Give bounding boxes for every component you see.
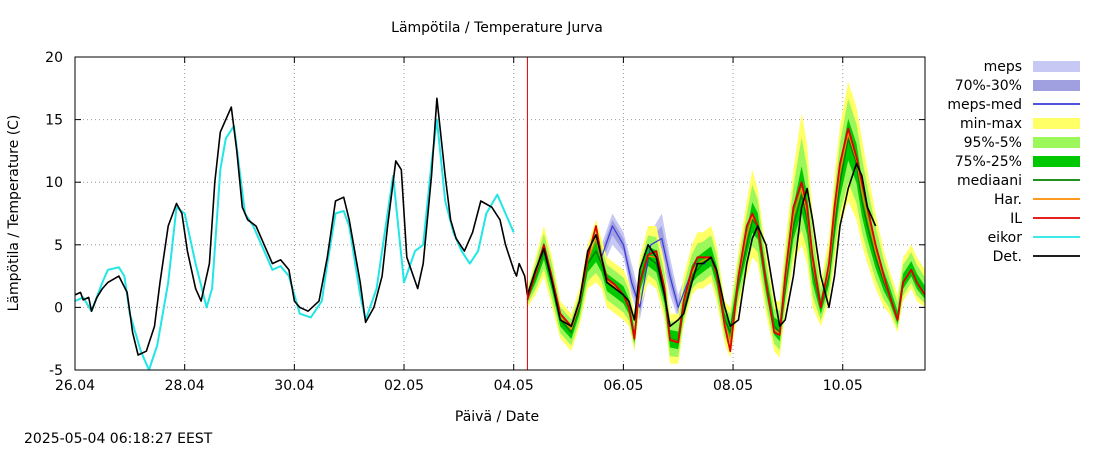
det-line xyxy=(75,97,877,356)
y-tick-label: 5 xyxy=(54,238,63,254)
y-tick-label: 10 xyxy=(45,175,63,191)
axes: -5 0 5 10 15 20 26.04 28.04 30.04 02.05 04.05 06.05… xyxy=(45,50,926,394)
x-tick-label: 26.04 xyxy=(55,378,95,394)
legend-label: 95%-5% xyxy=(964,135,1022,151)
legend-label: min-max xyxy=(960,116,1022,132)
meps-band xyxy=(601,213,706,320)
legend-swatch xyxy=(1033,118,1080,129)
x-tick-label: 06.05 xyxy=(603,378,643,394)
legend-swatch xyxy=(1033,156,1080,167)
x-tick-label: 04.05 xyxy=(494,378,534,394)
legend-label: mediaani xyxy=(957,173,1022,189)
plot-frame xyxy=(74,56,926,371)
x-axis-label: Päivä / Date xyxy=(455,409,539,425)
y-tick-label: 15 xyxy=(45,113,63,129)
legend-swatch xyxy=(1033,61,1080,72)
legend-swatch xyxy=(1033,137,1080,148)
legend-label: meps-med xyxy=(947,97,1022,113)
plot-area xyxy=(75,57,925,370)
legend-label: Det. xyxy=(993,249,1022,265)
eikor-line xyxy=(75,118,515,370)
series-group xyxy=(75,57,925,370)
x-tick-label: 30.04 xyxy=(274,378,314,394)
legend-label: 70%-30% xyxy=(955,78,1022,94)
y-tick-label: -5 xyxy=(49,363,63,379)
legend-label: Har. xyxy=(994,192,1022,208)
legend-label: meps xyxy=(984,59,1022,75)
chart-title: Lämpötila / Temperature Jurva xyxy=(391,20,603,36)
meps-med-line xyxy=(600,225,706,308)
x-tick-label: 10.05 xyxy=(823,378,863,394)
legend-label: eikor xyxy=(988,230,1023,246)
y-tick-label: 0 xyxy=(54,300,63,316)
x-tick-label: 28.04 xyxy=(165,378,205,394)
x-tick-label: 08.05 xyxy=(713,378,753,394)
timestamp: 2025-05-04 06:18:27 EEST xyxy=(24,431,213,447)
legend-label: IL xyxy=(1010,211,1022,227)
y-axis-label: Lämpötila / Temperature (C) xyxy=(6,115,22,312)
legend-swatch xyxy=(1033,80,1080,91)
legend-label: 75%-25% xyxy=(955,154,1022,170)
mediaani-line xyxy=(526,137,925,342)
y-tick-label: 20 xyxy=(45,50,63,66)
legend: meps 70%-30% meps-med min-max 95%-5% 75%-25% m… xyxy=(947,59,1080,265)
x-tick-label: 02.05 xyxy=(384,378,424,394)
